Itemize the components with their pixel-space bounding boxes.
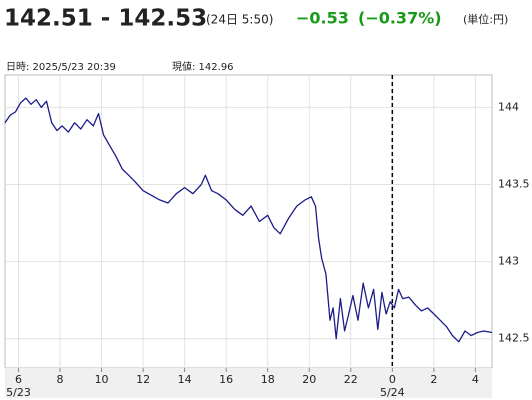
- bid-ask: 142.51 - 142.53: [4, 6, 207, 32]
- x-tick-label: 8: [57, 373, 64, 386]
- change-pct: (−0.37%): [358, 9, 442, 28]
- quote-time: (24日 5:50): [206, 13, 273, 27]
- hover-datetime: 日時: 2025/5/23 20:39: [6, 61, 116, 73]
- plot-frame: [4, 74, 493, 369]
- x-tick-label: 4: [472, 373, 479, 386]
- date-label: 5/24: [380, 386, 405, 399]
- x-tick-label: 6: [15, 373, 22, 386]
- price-line: [4, 97, 493, 343]
- x-tick-label: 12: [136, 373, 150, 386]
- x-tick-label: 2: [430, 373, 437, 386]
- date-label: 5/23: [6, 386, 31, 399]
- x-tick-label: 16: [219, 373, 233, 386]
- change: −0.53: [296, 9, 349, 28]
- x-tick-label: 10: [95, 373, 109, 386]
- x-tick-label: 18: [261, 373, 275, 386]
- y-tick-label: 143.5: [498, 177, 530, 190]
- y-tick-label: 142.5: [498, 332, 530, 345]
- y-tick-label: 143: [498, 255, 519, 268]
- x-tick-label: 14: [178, 373, 192, 386]
- y-tick-label: 144: [498, 100, 519, 113]
- unit: (単位:円): [463, 12, 508, 26]
- x-tick-label: 22: [344, 373, 358, 386]
- x-axis-band: [5, 368, 492, 398]
- x-tick-label: 20: [302, 373, 316, 386]
- hover-value: 現値: 142.96: [172, 60, 234, 73]
- x-tick-label: 0: [389, 373, 396, 386]
